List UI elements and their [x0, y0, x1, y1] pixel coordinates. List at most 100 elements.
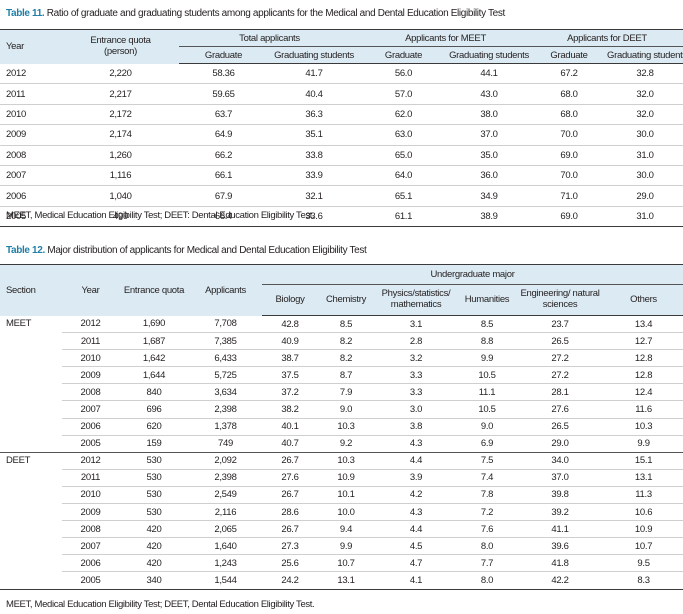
- t11-cell: 32.0: [607, 83, 683, 105]
- t12-cell: 8.2: [318, 332, 374, 351]
- t12-cell: 37.0: [516, 469, 604, 487]
- t11-cell: 35.0: [447, 145, 532, 166]
- t11-cell: 62.0: [360, 104, 447, 126]
- t12-cell: 7,385: [189, 332, 262, 351]
- t12-cell-year: 2009: [62, 503, 119, 522]
- t12-header-major-group: Undergraduate major: [262, 264, 683, 285]
- t11-cell: 67.9: [179, 185, 268, 207]
- t12-cell: 12.8: [604, 366, 683, 385]
- t11-cell: 66.4: [179, 206, 268, 228]
- t12-cell: 10.5: [458, 366, 516, 385]
- t12-header-quota: Entrance quota: [119, 264, 189, 316]
- t12-cell: 530: [119, 503, 189, 522]
- t12-cell: 420: [119, 554, 189, 573]
- t11-header-total-graduating: Graduating students: [268, 46, 360, 64]
- t12-cell: 26.7: [262, 452, 318, 470]
- t12-cell: 24.2: [262, 571, 318, 590]
- t12-header-applicants: Applicants: [189, 264, 262, 316]
- table-row: DEET 2012 530 2,092 26.7 10.3 4.4 7.5 34…: [0, 452, 683, 590]
- t12-header-chemistry: Chemistry: [318, 284, 374, 316]
- t11-cell: 32.0: [607, 104, 683, 126]
- t12-cell: 39.6: [516, 537, 604, 556]
- t12-cell: 4.2: [374, 486, 458, 505]
- t12-cell: 2,116: [189, 503, 262, 522]
- t12-cell-year: 2008: [62, 383, 119, 402]
- t12-cell: 159: [119, 435, 189, 453]
- t11-cell-year: 2009: [0, 124, 62, 146]
- t11-header-year: Year: [0, 29, 62, 64]
- t12-cell-year: 2011: [62, 332, 119, 351]
- t12-cell: 9.9: [458, 349, 516, 368]
- t12-cell: 10.7: [318, 554, 374, 573]
- t12-cell: 27.2: [516, 366, 604, 385]
- t12-cell: 41.8: [516, 554, 604, 573]
- table12-number: Table 12.: [6, 245, 45, 256]
- t12-cell: 8.0: [458, 571, 516, 590]
- t12-cell: 26.7: [262, 486, 318, 505]
- t11-cell: 64.9: [179, 124, 268, 146]
- t12-cell: 9.9: [318, 537, 374, 556]
- t11-header-total-graduate: Graduate: [179, 46, 268, 64]
- t12-cell: 12.8: [604, 349, 683, 368]
- table-row: 2009 2,174 64.9 35.1 63.0 37.0 70.0 30.0: [0, 124, 683, 146]
- t12-cell: 1,644: [119, 366, 189, 385]
- table-row: 2010 2,172 63.7 36.3 62.0 38.0 68.0 32.0: [0, 104, 683, 126]
- t12-cell: 27.6: [262, 469, 318, 487]
- t12-cell: 749: [189, 435, 262, 453]
- t11-header-total-group: Total applicants: [179, 29, 360, 47]
- t12-section-deet: DEET: [0, 452, 62, 590]
- t12-cell: 26.7: [262, 520, 318, 539]
- t12-cell: 10.3: [318, 452, 374, 470]
- table-row: 2007 696 2,398 38.2 9.0 3.0 10.5 27.6 11…: [0, 400, 683, 419]
- t11-cell: 38.0: [447, 104, 532, 126]
- t12-cell: 37.2: [262, 383, 318, 402]
- table-row: 2008 840 3,634 37.2 7.9 3.3 11.1 28.1 12…: [0, 383, 683, 402]
- table-row: 2010 530 2,549 26.7 10.1 4.2 7.8 39.8 11…: [0, 486, 683, 505]
- t12-cell: 28.1: [516, 383, 604, 402]
- t11-cell: 66.1: [179, 165, 268, 187]
- t11-cell: 43.0: [447, 83, 532, 105]
- t12-cell: 23.7: [516, 315, 604, 334]
- t11-header-deet-graduating: Graduating students: [607, 46, 683, 64]
- t12-cell: 3.2: [374, 349, 458, 368]
- t12-cell: 8.8: [458, 332, 516, 351]
- table-row: 2008 420 2,065 26.7 9.4 4.4 7.6 41.1 10.…: [0, 520, 683, 539]
- t11-cell: 30.0: [607, 165, 683, 187]
- t12-cell: 8.7: [318, 366, 374, 385]
- t12-cell: 34.0: [516, 452, 604, 470]
- t11-cell: 40.4: [268, 83, 360, 105]
- t12-cell: 10.6: [604, 503, 683, 522]
- t12-cell: 10.9: [604, 520, 683, 539]
- t11-cell: 61.1: [360, 206, 447, 228]
- t12-header-others: Others: [604, 284, 683, 316]
- t12-cell: 7,708: [189, 315, 262, 334]
- t12-cell: 4.7: [374, 554, 458, 573]
- t12-cell: 42.8: [262, 315, 318, 334]
- t11-cell: 66.2: [179, 145, 268, 166]
- t12-cell: 420: [119, 537, 189, 556]
- t12-cell: 42.2: [516, 571, 604, 590]
- table12-caption: Table 12. Major distribution of applican…: [6, 245, 367, 256]
- t11-header-quota: Entrance quota (person): [62, 29, 179, 64]
- t12-cell-year: 2010: [62, 349, 119, 368]
- t12-cell: 3.3: [374, 383, 458, 402]
- t12-section-meet: MEET: [0, 315, 62, 453]
- t12-cell: 4.1: [374, 571, 458, 590]
- t11-cell-year: 2007: [0, 165, 62, 187]
- t12-cell: 13.1: [318, 571, 374, 590]
- t12-cell-year: 2012: [62, 315, 119, 334]
- t12-cell: 7.6: [458, 520, 516, 539]
- t12-cell: 8.2: [318, 349, 374, 368]
- t11-header-meet-graduate: Graduate: [360, 46, 447, 64]
- t12-cell: 38.7: [262, 349, 318, 368]
- table-row: 2009 1,644 5,725 37.5 8.7 3.3 10.5 27.2 …: [0, 366, 683, 385]
- t12-cell: 12.4: [604, 383, 683, 402]
- t11-cell: 65.0: [360, 145, 447, 166]
- t11-cell: 65.1: [360, 185, 447, 207]
- table-row: 2005 159 749 40.7 9.2 4.3 6.9 29.0 9.9: [0, 435, 683, 453]
- t11-cell: 36.0: [447, 165, 532, 187]
- t11-cell: 31.0: [607, 145, 683, 166]
- t11-cell-quota: 2,217: [62, 83, 179, 105]
- t12-cell: 26.5: [516, 418, 604, 436]
- table12: Section Year Entrance quota Applicants U…: [0, 264, 683, 590]
